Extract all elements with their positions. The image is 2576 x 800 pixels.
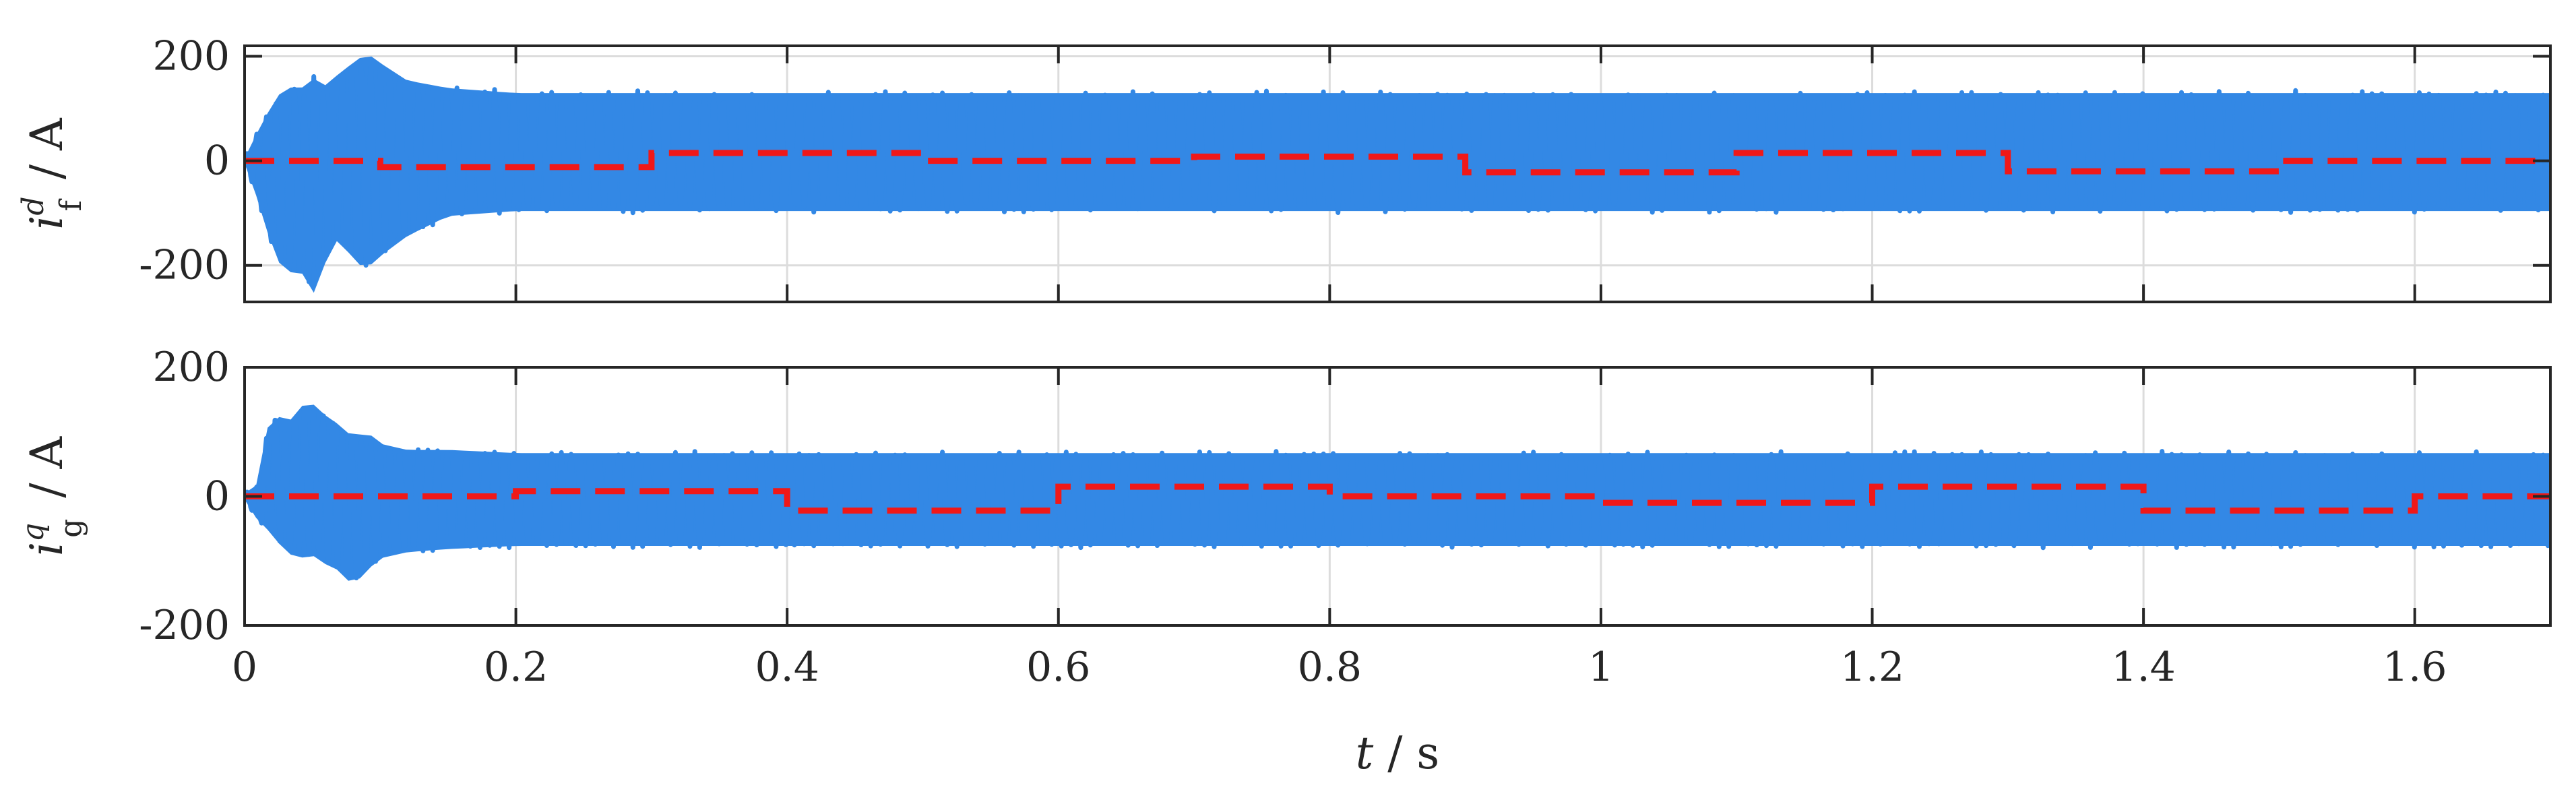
x-tick-label: 1: [1588, 644, 1614, 691]
y-axis-label: iq g / A: [16, 436, 88, 557]
x-axis-label: t / s: [1356, 727, 1440, 779]
x-tick-label: 0: [232, 644, 257, 691]
oscillation-series: [245, 407, 2550, 581]
x-axis-label-sep: /: [1373, 727, 1416, 779]
y-axis-label-sup: q: [16, 523, 51, 542]
x-tick-label: 0.8: [1298, 644, 1362, 691]
y-axis-label-var: i: [21, 542, 73, 556]
x-tick-label: 0.2: [484, 644, 548, 691]
x-tick-label: 0.6: [1026, 644, 1090, 691]
reference-series: [245, 483, 2550, 514]
y-axis-label-sep: /: [21, 469, 73, 512]
oscillation-series: [245, 64, 2550, 284]
x-axis-label-unit: s: [1416, 727, 1439, 779]
y-axis-label: id f / A: [16, 117, 88, 230]
x-tick-label: 1.4: [2111, 644, 2175, 691]
reference-series: [245, 150, 2550, 176]
y-tick-label: 200: [152, 33, 230, 80]
y-axis-label-unit: A: [21, 436, 73, 470]
x-tick-label: 1.6: [2383, 644, 2447, 691]
x-tick-label: 0.4: [755, 644, 819, 691]
plot-area: [245, 404, 2550, 581]
panel-1: 200 0 -200 id f / A: [16, 33, 2552, 303]
y-tick-label: 0: [204, 473, 230, 520]
axes-frame: [243, 44, 2552, 303]
y-axis-label-sup: d: [16, 196, 51, 215]
x-tick-label: 1.2: [1840, 644, 1904, 691]
y-tick-label: -200: [139, 242, 230, 289]
plot-area: [245, 56, 2550, 293]
y-axis-label-sep: /: [21, 150, 73, 193]
y-axis-label-var: i: [21, 216, 73, 230]
y-axis-label-sub: g: [54, 519, 88, 538]
y-tick-label: 0: [204, 137, 230, 185]
y-tick-label: 200: [152, 344, 230, 391]
y-axis-label-unit: A: [21, 117, 73, 151]
y-axis-label-sub: f: [54, 198, 88, 211]
x-axis-label-var: t: [1356, 727, 1374, 779]
y-tick-label: -200: [139, 602, 230, 649]
